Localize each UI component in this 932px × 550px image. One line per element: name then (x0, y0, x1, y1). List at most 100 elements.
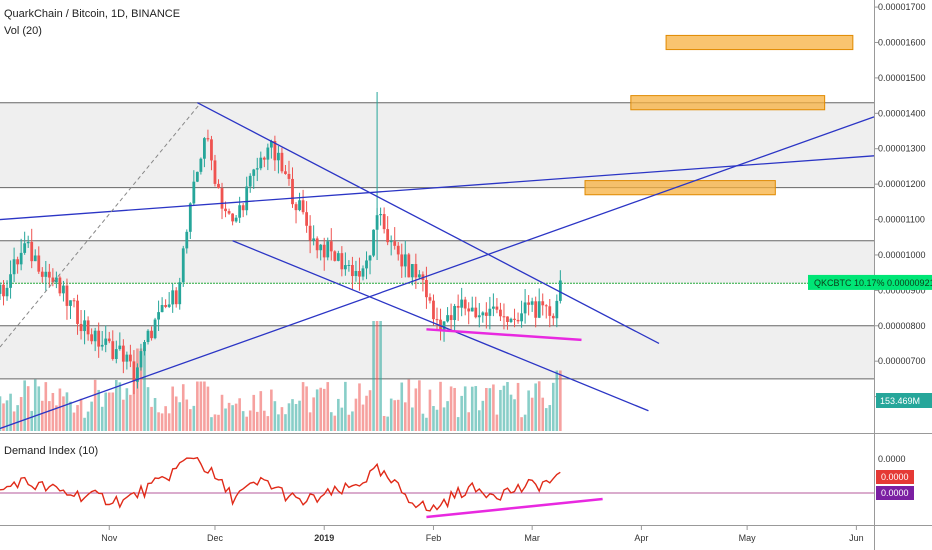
candle-body (446, 315, 449, 322)
candle-body (530, 301, 534, 305)
candle-body (326, 241, 330, 258)
demand-index-label[interactable]: Demand Index (10) (4, 445, 99, 457)
candle-body (284, 171, 287, 174)
volume-bar (65, 392, 69, 431)
volume-bar (418, 380, 421, 431)
volume-bar (495, 414, 499, 431)
volume-bar (481, 400, 485, 431)
volume-bar (308, 412, 312, 431)
candle-body (83, 320, 86, 332)
candle-body (188, 203, 192, 232)
volume-bar (421, 413, 425, 431)
candle-body (118, 345, 122, 350)
volume-bar (351, 411, 354, 431)
price-tick-label: 0.00001600 (878, 37, 926, 47)
volume-bar (368, 390, 372, 431)
volume-bar (449, 386, 453, 431)
volume-bar (58, 388, 62, 431)
volume-bar (178, 402, 182, 431)
volume-bar (114, 380, 118, 431)
volume-bar (241, 411, 245, 431)
level-band (0, 240, 874, 284)
volume-bar (329, 412, 333, 431)
candle-body (541, 301, 545, 306)
volume-bar (548, 405, 552, 431)
trendline (0, 102, 202, 348)
candle-body (234, 217, 238, 222)
volume-bar (23, 380, 26, 431)
volume-bar (174, 396, 178, 431)
volume-bar (157, 412, 160, 431)
volume-bar (340, 407, 344, 431)
candle-body (128, 354, 132, 362)
candle-body (231, 213, 234, 222)
volume-bar (442, 407, 446, 431)
candle-body (65, 285, 69, 306)
last-price-tag (808, 274, 932, 290)
volume-bar (541, 397, 545, 431)
candle-body (347, 264, 351, 266)
volume-bar (69, 401, 72, 431)
volume-bar (460, 395, 463, 431)
candle-body (340, 253, 344, 270)
volume-bar (428, 389, 432, 431)
volume-bar (97, 389, 100, 431)
price-tick-label: 0.00001200 (878, 179, 926, 189)
volume-bar (382, 415, 386, 431)
candle-body (414, 264, 418, 278)
candle-body (308, 225, 312, 241)
candle-body (509, 318, 513, 322)
volume-bar (185, 399, 189, 431)
volume-bar (171, 386, 174, 431)
time-tick-label: May (739, 533, 757, 543)
symbol-title: QuarkChain / Bitcoin, 1D, BINANCE (4, 8, 181, 20)
candle-body (185, 231, 189, 249)
volume-indicator-label[interactable]: Vol (20) (4, 25, 42, 37)
price-tick-label: 0.00001100 (878, 215, 925, 225)
candle-body (555, 300, 559, 319)
candle-body (558, 280, 562, 301)
volume-bar (305, 386, 308, 431)
volume-bar (284, 414, 287, 431)
candle-body (358, 271, 361, 277)
candle-body (467, 308, 471, 312)
candle-body (396, 245, 400, 255)
candle-body (54, 277, 58, 283)
candle-body (248, 175, 252, 187)
volume-bar (196, 381, 199, 431)
volume-bar (139, 348, 143, 431)
volume-bar (44, 382, 48, 431)
volume-bar (90, 401, 93, 431)
candle-body (210, 139, 213, 161)
candle-body (319, 244, 323, 251)
candle-body (16, 259, 20, 265)
volume-bar (337, 398, 340, 431)
candle-body (453, 305, 457, 321)
candle-body (484, 312, 488, 316)
price-tick-label: 0.00001400 (878, 108, 926, 118)
time-tick-label: Mar (524, 533, 540, 543)
price-tick-label: 0.00001500 (878, 73, 926, 83)
volume-bar (231, 405, 234, 431)
candle-body (403, 254, 407, 267)
volume-bar (217, 414, 220, 431)
volume-bar (467, 412, 471, 431)
volume-bar (206, 386, 210, 431)
candle-body (114, 349, 118, 360)
candle-body (544, 305, 548, 307)
volume-bar (396, 399, 400, 431)
candle-body (203, 138, 206, 159)
candle-body (104, 338, 108, 345)
candle-body (0, 284, 2, 294)
volume-bar (477, 410, 481, 431)
candle-body (238, 205, 242, 218)
volume-bar (167, 413, 171, 431)
volume-bar (294, 404, 298, 431)
volume-bar (33, 379, 37, 431)
volume-bar (432, 406, 435, 431)
volume-bar (555, 370, 559, 431)
candle-body (548, 306, 552, 316)
volume-bar (400, 382, 404, 431)
volume-bar (143, 348, 146, 431)
